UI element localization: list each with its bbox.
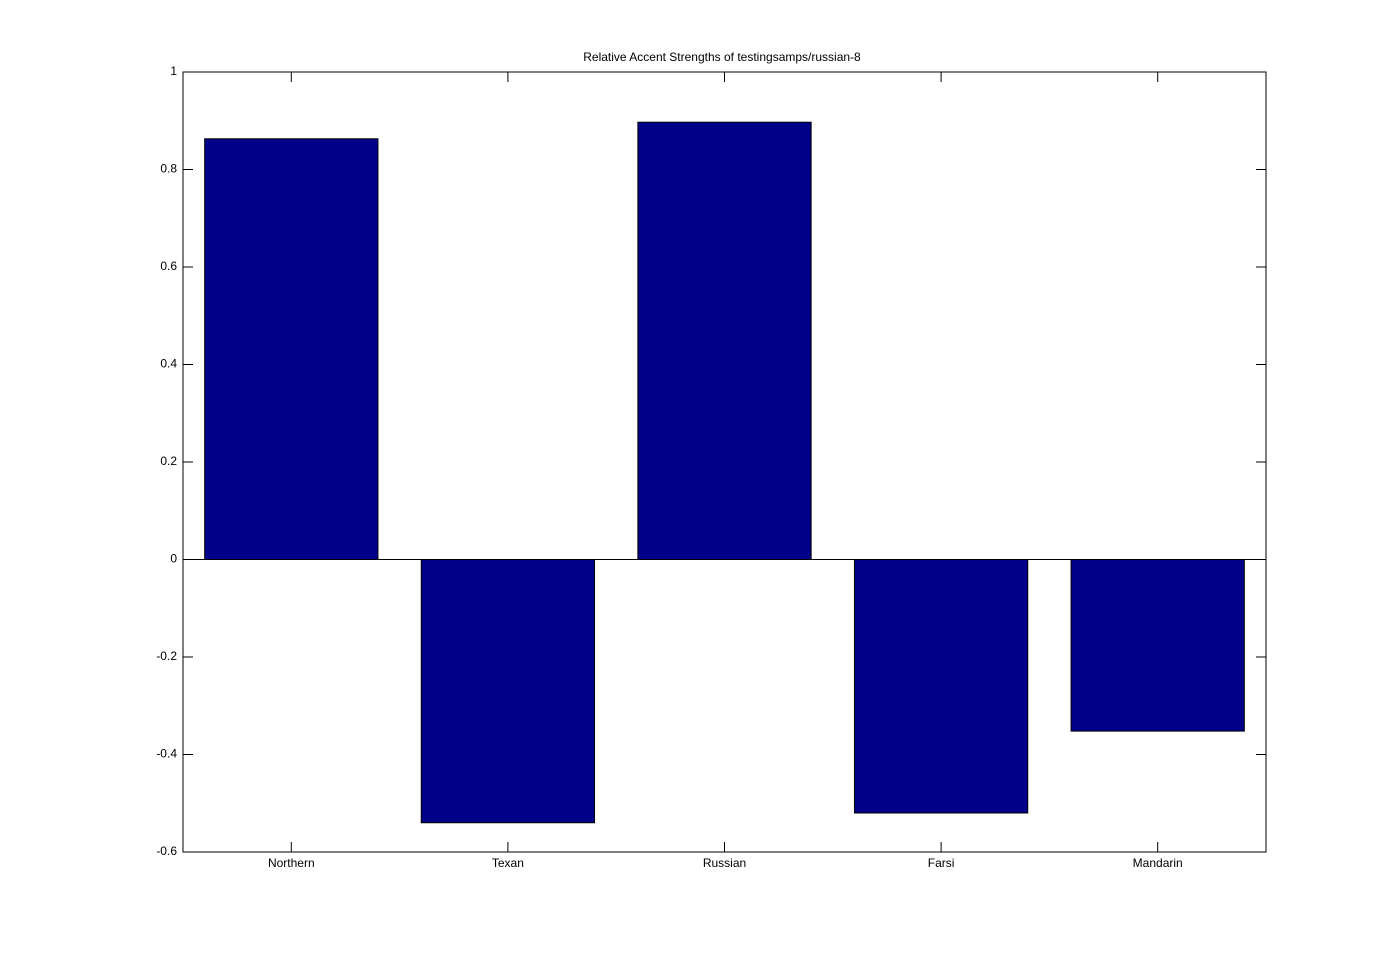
- bar: [204, 138, 379, 560]
- y-tick-label: 1: [170, 64, 177, 78]
- y-tick-label: 0.4: [160, 357, 177, 371]
- x-tick-label: Mandarin: [1133, 856, 1183, 870]
- x-tick-label: Northern: [268, 856, 315, 870]
- bar: [637, 121, 812, 561]
- y-tick-label: 0: [170, 552, 177, 566]
- y-tick-label: 0.2: [160, 454, 177, 468]
- y-tick-label: 0.6: [160, 259, 177, 273]
- x-tick-label: Texan: [492, 856, 524, 870]
- bar: [1070, 559, 1245, 732]
- y-tick-label: -0.2: [156, 649, 177, 663]
- x-tick-label: Russian: [703, 856, 746, 870]
- y-tick-label: 0.8: [160, 162, 177, 176]
- x-tick-label: Farsi: [928, 856, 955, 870]
- bar: [420, 559, 596, 824]
- bar: [853, 559, 1029, 814]
- y-tick-label: -0.6: [156, 844, 177, 858]
- y-tick-label: -0.4: [156, 747, 177, 761]
- chart-title: Relative Accent Strengths of testingsamp…: [583, 50, 861, 64]
